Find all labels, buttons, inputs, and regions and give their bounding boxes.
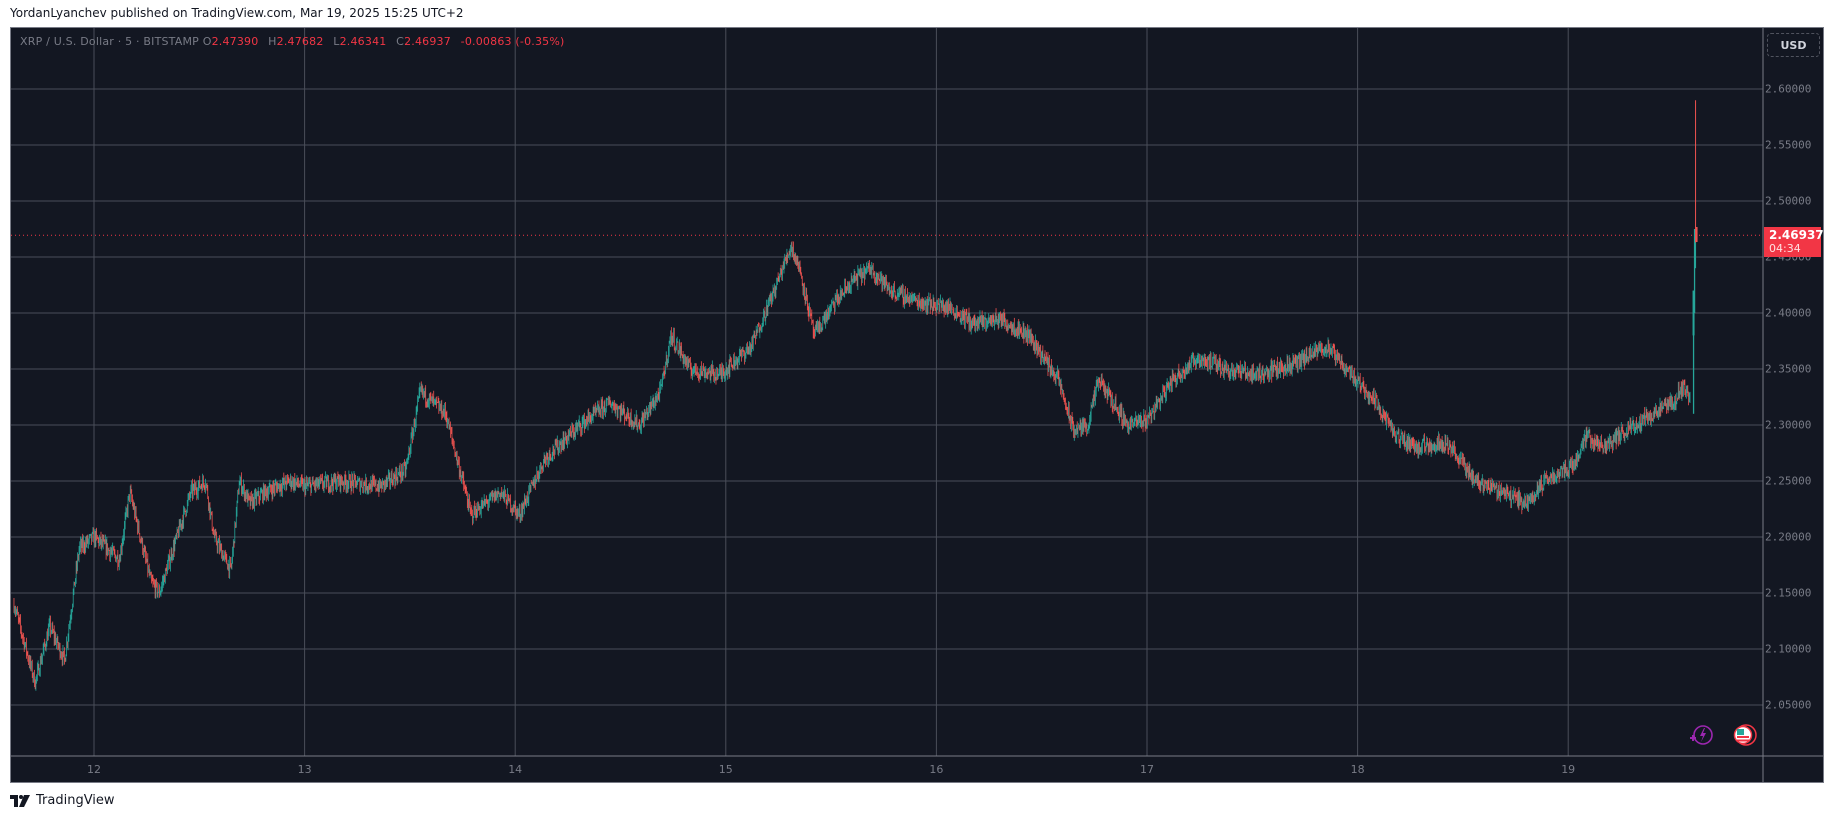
high-label: H: [268, 35, 277, 48]
low-label: L: [333, 35, 340, 48]
high-value: 2.47682: [276, 35, 324, 48]
lightning-plus-icon[interactable]: [1688, 723, 1714, 751]
time-tick-label: 12: [87, 763, 101, 776]
time-tick-label: 13: [297, 763, 312, 776]
price-tick-label: 2.20000: [1765, 530, 1812, 544]
close-value: 2.46937: [404, 35, 451, 48]
price-tick-label: 2.50000: [1765, 194, 1812, 208]
price-tick-label: 2.10000: [1765, 642, 1812, 656]
time-tick-label: 15: [718, 763, 733, 776]
price-tick-label: 2.35000: [1765, 362, 1812, 376]
brand-name: TradingView: [36, 793, 115, 808]
time-tick-label: 19: [1561, 763, 1576, 776]
close-label: C: [396, 35, 405, 48]
open-value: 2.47390: [211, 35, 259, 48]
price-tick-label: 2.60000: [1765, 82, 1812, 96]
last-price-label: 2.46937 04:34: [1764, 227, 1824, 257]
last-price-value: 2.46937: [1769, 228, 1824, 242]
price-tick-label: 2.05000: [1765, 698, 1812, 712]
price-tick-label: 2.15000: [1765, 586, 1812, 600]
publish-info: YordanLyanchev published on TradingView.…: [10, 6, 464, 20]
us-flag-icon[interactable]: [1732, 723, 1758, 751]
price-tick-label: 2.30000: [1765, 418, 1812, 432]
time-tick-label: 17: [1140, 763, 1154, 776]
change-value: -0.00863 (-0.35%): [460, 35, 565, 48]
chart-container[interactable]: [10, 27, 1824, 783]
price-tick-label: 2.40000: [1765, 306, 1812, 320]
time-tick-label: 16: [929, 763, 944, 776]
currency-button[interactable]: USD: [1767, 33, 1820, 57]
time-tick-label: 14: [508, 763, 523, 776]
price-tick-label: 2.25000: [1765, 474, 1812, 488]
bar-countdown: 04:34: [1769, 242, 1801, 255]
low-value: 2.46341: [339, 35, 387, 48]
price-tick-label: 2.55000: [1765, 138, 1812, 152]
symbol-name[interactable]: XRP / U.S. Dollar · 5 · BITSTAMP: [20, 35, 199, 48]
symbol-legend: XRP / U.S. Dollar · 5 · BITSTAMP O2.4739…: [20, 35, 565, 48]
time-tick-label: 18: [1350, 763, 1365, 776]
tradingview-logo-icon: [10, 794, 30, 807]
tradingview-brand[interactable]: TradingView: [10, 793, 115, 808]
open-label: O: [202, 35, 212, 48]
